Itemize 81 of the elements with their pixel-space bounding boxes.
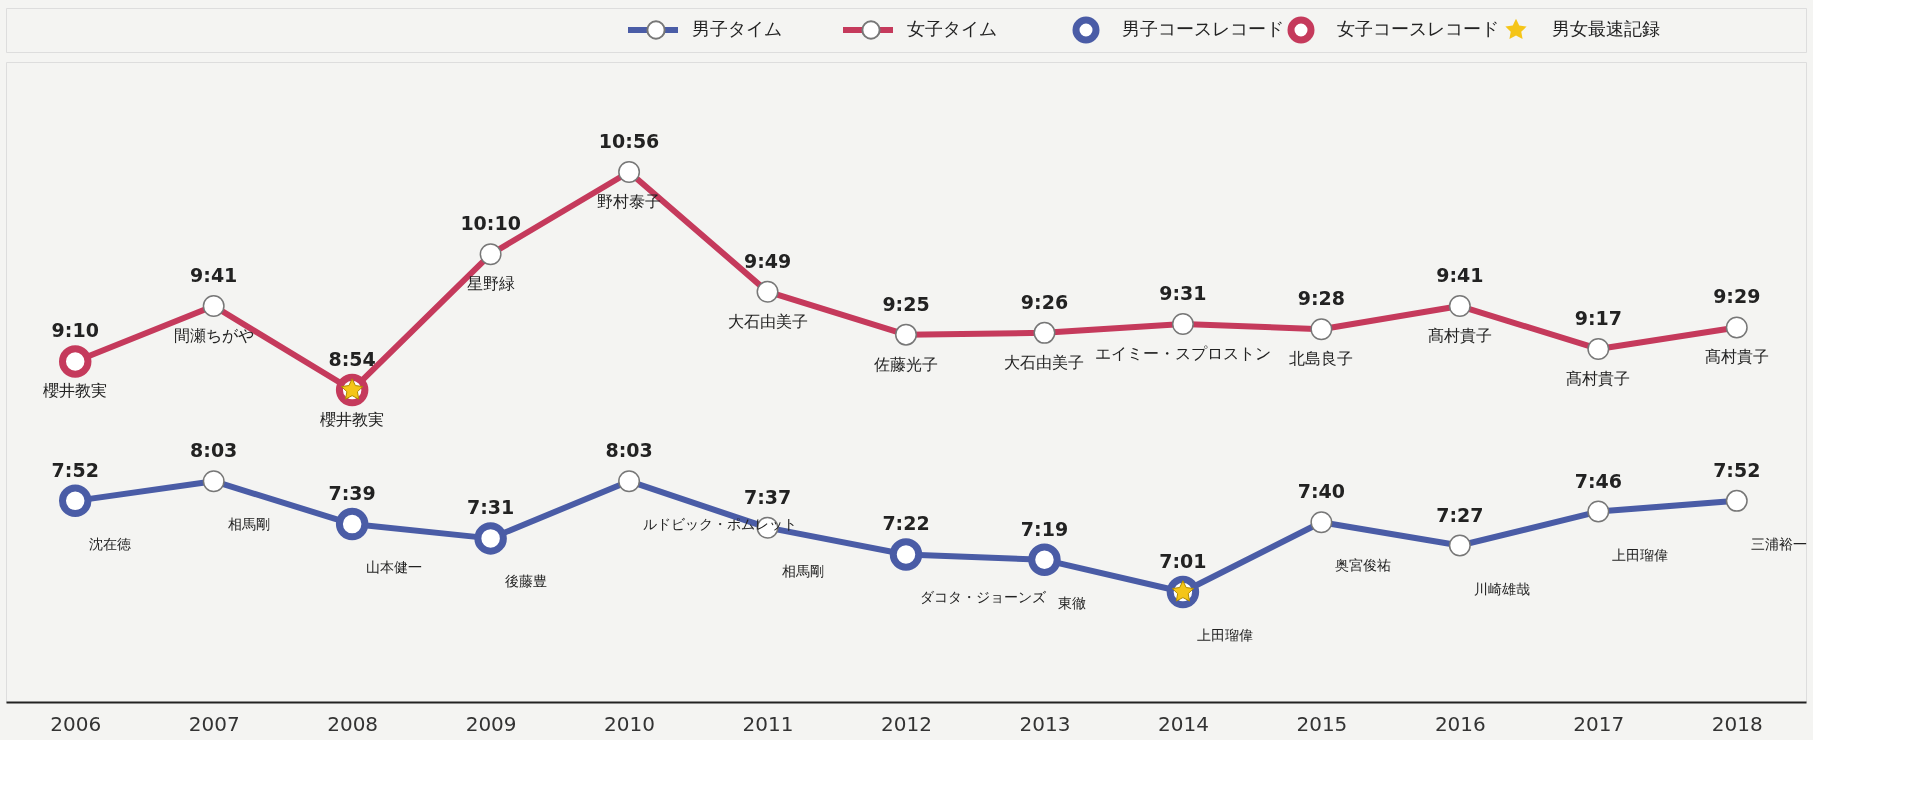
annotation: 東徹: [1058, 594, 1087, 611]
data-label: 9:29: [1713, 285, 1761, 308]
annotation: 山本健一: [366, 559, 423, 576]
annotation: 沈在徳: [89, 535, 132, 552]
point: [474, 522, 507, 555]
annotation: 野村泰子: [597, 192, 662, 211]
point: [889, 538, 923, 571]
point: [1028, 543, 1061, 577]
x-tick-label: 2015: [1296, 711, 1348, 736]
data-label: 8:03: [605, 439, 653, 462]
annotation: 三浦裕一: [1750, 535, 1807, 552]
annotation: 櫻井教実: [320, 410, 385, 430]
data-label: 7:52: [51, 458, 99, 481]
annotation: ダコタ・ジョーンズ: [920, 589, 1047, 606]
data-label: 7:40: [1297, 480, 1346, 503]
legend-label: 女子タイム: [907, 18, 997, 39]
annotation: 相馬剛: [781, 562, 824, 579]
data-label: 9:17: [1574, 306, 1622, 329]
point: [1725, 489, 1748, 512]
legend-label: 男子タイム: [692, 18, 782, 39]
annotation: 相馬剛: [227, 516, 270, 533]
data-label: 7:37: [743, 485, 792, 508]
annotation: 後藤豊: [504, 573, 547, 590]
point: [1310, 511, 1333, 534]
data-label: 10:10: [460, 212, 521, 235]
annotation: 上田瑠偉: [1612, 546, 1669, 563]
legend-label: 男女最速記録: [1552, 18, 1660, 39]
annotation: 佐藤光子: [874, 354, 938, 374]
data-label: 7:52: [1713, 458, 1761, 481]
data-label: 9:25: [882, 292, 930, 315]
x-tick-label: 2010: [604, 711, 656, 736]
annotation: 星野緑: [466, 274, 515, 294]
data-label: 9:31: [1159, 281, 1207, 304]
data-label: 10:56: [598, 130, 660, 152]
x-tick-label: 2016: [1434, 711, 1486, 736]
x-tick-label: 2013: [1019, 711, 1071, 736]
point: [335, 507, 369, 541]
annotation: 上田瑠偉: [1196, 627, 1253, 643]
annotation: 間瀬ちがや: [173, 326, 254, 346]
data-label: 7:01: [1159, 550, 1207, 572]
legend-label: 男子コースレコード: [1122, 18, 1284, 39]
annotation: 大石由美子: [727, 311, 808, 331]
data-label: 7:39: [328, 482, 376, 505]
x-tick-label: 2017: [1573, 711, 1625, 736]
annotation: 川崎雄哉: [1473, 580, 1530, 597]
point: [58, 345, 92, 378]
data-label: 7:19: [1020, 517, 1069, 540]
x-tick-label: 2012: [881, 711, 932, 736]
x-tick-label: 2009: [465, 711, 517, 736]
point: [202, 470, 225, 493]
x-tick-label: 2014: [1157, 711, 1209, 736]
data-label: 7:27: [1436, 503, 1484, 526]
x-tick-label: 2006: [50, 711, 102, 736]
point: [618, 470, 641, 493]
point: [58, 484, 92, 518]
x-tick-label: 2007: [188, 711, 240, 736]
data-label: 7:46: [1574, 469, 1622, 492]
legend-label: 女子コースレコード: [1337, 18, 1499, 39]
data-label: 7:31: [466, 496, 515, 519]
data-label: 9:28: [1297, 287, 1346, 310]
data-label: 9:41: [190, 264, 238, 287]
annotation: 髙村貴子: [1704, 347, 1769, 367]
annotation: 髙村貴子: [1566, 368, 1631, 388]
x-tick-label: 2011: [742, 711, 794, 736]
annotation: エイミー・スプロストン: [1094, 343, 1271, 363]
data-label: 9:10: [51, 319, 99, 342]
annotation: 北島良子: [1289, 349, 1354, 369]
x-tick-label: 2008: [327, 711, 379, 736]
annotation: 奥宮俊祐: [1335, 557, 1392, 574]
point: [1587, 500, 1610, 523]
data-label: 9:49: [743, 249, 792, 272]
point: [1448, 534, 1471, 557]
annotation: 大石由美子: [1004, 352, 1085, 372]
annotation: 櫻井教実: [43, 381, 108, 401]
data-label: 8:54: [328, 348, 376, 371]
data-label: 7:22: [882, 512, 930, 535]
x-tick-label: 2018: [1711, 711, 1763, 736]
data-label: 9:41: [1436, 264, 1484, 287]
annotation: 髙村貴子: [1427, 326, 1492, 346]
data-label: 8:03: [190, 439, 238, 462]
data-label: 9:26: [1020, 290, 1069, 313]
